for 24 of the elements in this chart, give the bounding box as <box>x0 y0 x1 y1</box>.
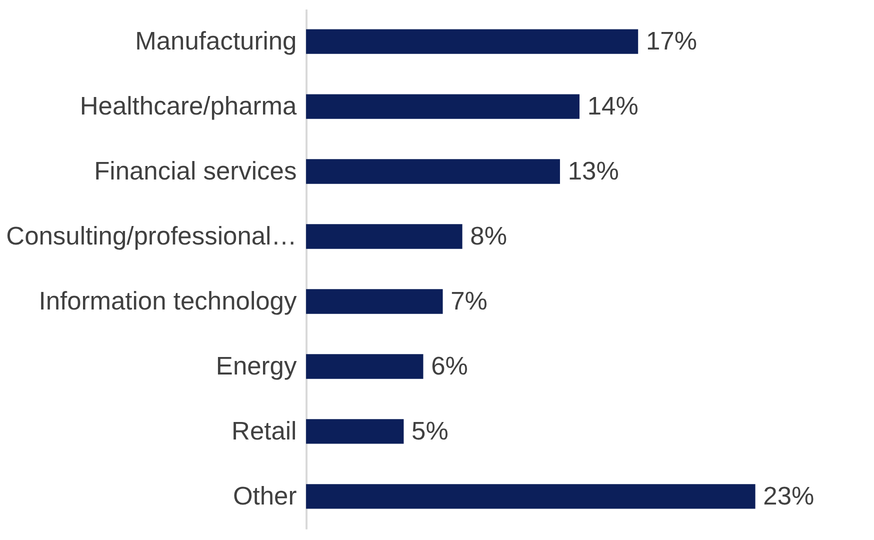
data-label: 5% <box>412 417 448 446</box>
data-label: 23% <box>763 482 814 510</box>
y-tick-label: Financial services <box>94 157 297 186</box>
data-label: 17% <box>646 27 698 56</box>
y-tick-label: Healthcare/pharma <box>80 92 298 120</box>
y-tick-label: Retail <box>232 417 297 446</box>
bar <box>306 354 424 379</box>
y-tick-label: Manufacturing <box>135 27 297 56</box>
data-label: 14% <box>587 92 638 120</box>
bar <box>306 94 580 119</box>
data-label: 13% <box>568 157 619 186</box>
y-tick-label: Other <box>232 482 298 510</box>
bar <box>306 159 560 184</box>
data-label: 8% <box>470 222 508 250</box>
bar <box>306 289 443 314</box>
data-label: 6% <box>431 352 468 380</box>
bar <box>306 484 756 509</box>
y-tick-label: Consulting/professional… <box>6 222 297 250</box>
y-tick-label: Energy <box>216 352 297 380</box>
data-label: 7% <box>450 287 488 316</box>
bar <box>306 224 462 249</box>
bar <box>306 29 638 54</box>
y-tick-label: Information technology <box>38 287 297 316</box>
bar <box>306 419 404 444</box>
